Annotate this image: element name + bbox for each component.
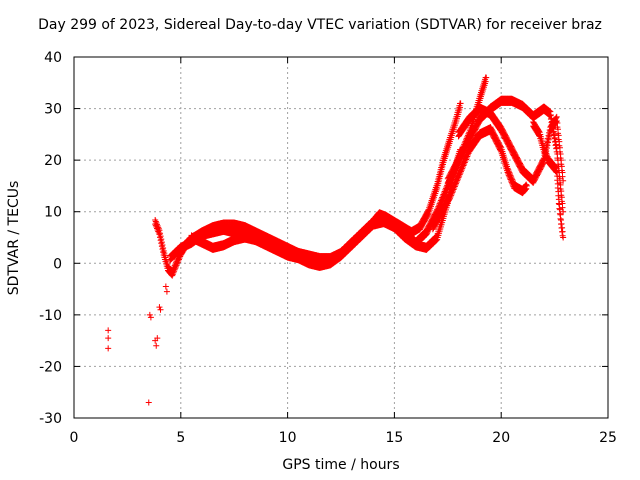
y-tick-label: 0 — [53, 256, 62, 272]
x-tick-label: 10 — [279, 430, 297, 446]
data-series — [188, 146, 464, 271]
plot-border — [73, 56, 609, 419]
y-tick-label: 10 — [44, 205, 62, 221]
data-point — [145, 399, 152, 406]
data-point — [146, 311, 153, 318]
data-point — [162, 283, 169, 290]
data-point — [105, 345, 112, 352]
data-point — [157, 306, 164, 313]
data-point — [457, 100, 464, 107]
data-point — [154, 335, 161, 342]
x-tick-label: 25 — [599, 430, 617, 446]
data-point — [457, 104, 464, 111]
data-point — [555, 192, 562, 199]
data-point — [105, 327, 112, 334]
y-tick-label: -20 — [39, 359, 62, 375]
data-point — [163, 288, 170, 295]
data-point — [553, 145, 560, 152]
data-point — [172, 265, 179, 272]
data-series — [105, 283, 170, 406]
data-point — [173, 262, 180, 269]
data-point — [169, 271, 176, 278]
data-point — [105, 335, 112, 342]
x-tick-label: 0 — [70, 430, 79, 446]
x-tick-label: 20 — [492, 430, 510, 446]
data-point — [556, 205, 563, 212]
y-tick-label: -10 — [39, 308, 62, 324]
data-point — [174, 259, 181, 266]
data-point — [160, 249, 167, 256]
y-tick-label: 30 — [44, 102, 62, 118]
data-point — [170, 269, 177, 276]
data-point — [175, 257, 182, 264]
data-point — [171, 266, 178, 273]
data-point — [424, 211, 431, 218]
x-tick-label: 15 — [385, 430, 403, 446]
data-point — [176, 254, 183, 261]
data-point — [554, 184, 561, 191]
y-axis-label: SDTVAR / TECUs — [6, 180, 22, 296]
x-axis-label: GPS time / hours — [282, 457, 400, 473]
data-point — [169, 272, 176, 279]
data-point — [483, 74, 490, 81]
chart-title: Day 299 of 2023, Sidereal Day-to-day VTE… — [38, 17, 602, 33]
data-point — [153, 342, 160, 349]
data-point — [177, 253, 184, 260]
data-series — [152, 100, 464, 279]
data-point — [156, 304, 163, 311]
x-tick-label: 5 — [176, 430, 185, 446]
data-point — [175, 256, 182, 263]
data-point — [174, 260, 181, 267]
data-point — [147, 314, 154, 321]
data-point — [172, 263, 179, 270]
y-tick-label: 40 — [44, 50, 62, 66]
data-point — [433, 237, 440, 244]
y-tick-label: -30 — [39, 411, 62, 427]
data-point — [482, 78, 489, 85]
data-point — [432, 237, 439, 244]
y-tick-label: 20 — [44, 153, 62, 169]
data-point — [171, 268, 178, 275]
data-point — [557, 215, 564, 222]
